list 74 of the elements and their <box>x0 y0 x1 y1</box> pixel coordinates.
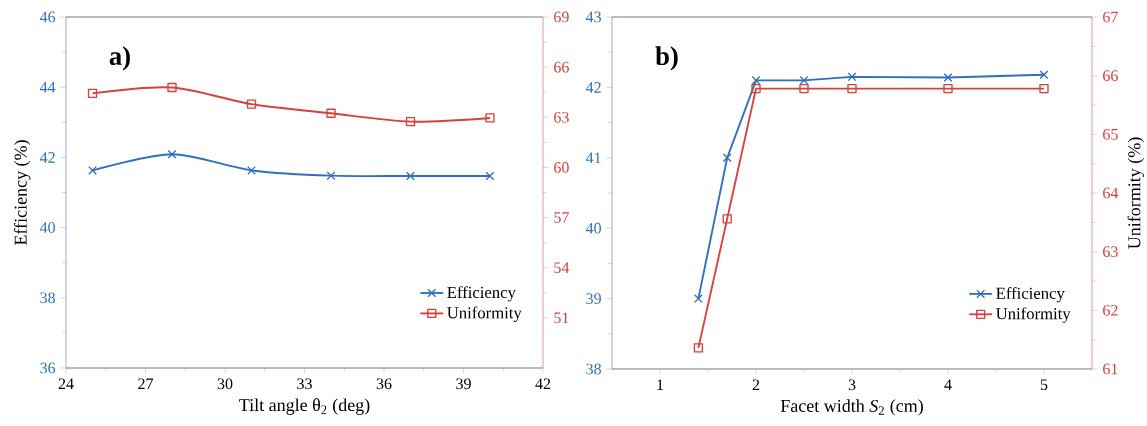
point <box>799 83 809 94</box>
point <box>246 99 257 109</box>
x-tick-label: 33 <box>297 378 312 390</box>
y-tick-label: 36 <box>40 362 56 374</box>
point <box>405 116 416 127</box>
point <box>326 171 336 181</box>
y-tick-label: 38 <box>40 292 55 304</box>
annotation: a) <box>109 46 130 71</box>
x-tick-label: 2 <box>752 379 760 390</box>
x-tick-label: 39 <box>456 378 471 390</box>
x-axis-title: Tilt angle θ$_{2}$ (deg) <box>239 398 370 415</box>
x-tick-label: 42 <box>535 378 551 389</box>
point <box>485 113 495 123</box>
y-tick-label: 42 <box>585 82 601 93</box>
legend-label: Efficiency <box>996 287 1065 303</box>
y2-tick-label: 63 <box>554 111 569 123</box>
point <box>247 165 256 175</box>
point <box>943 73 953 82</box>
y2-tick-label: 57 <box>554 212 569 223</box>
point <box>87 88 98 99</box>
y2-tick-label: 54 <box>554 262 570 274</box>
legend-label: Uniformity <box>996 307 1071 323</box>
point <box>693 343 704 353</box>
x-tick-label: 30 <box>217 378 233 390</box>
y-tick-label: 38 <box>586 363 601 375</box>
y-tick-label: 39 <box>586 293 601 304</box>
y2-axis-title: Uniformity (%) <box>1127 137 1145 249</box>
point <box>1039 70 1049 80</box>
x-tick-label: 24 <box>58 378 74 389</box>
x-tick-label: 5 <box>1040 379 1048 391</box>
y2-tick-label: 64 <box>1103 187 1119 199</box>
y2-tick-label: 61 <box>1103 363 1118 375</box>
y-tick-label: 42 <box>39 152 55 163</box>
y-tick-label: 46 <box>39 11 56 23</box>
x-tick-label: 36 <box>376 378 392 390</box>
y2-tick-label: 69 <box>554 11 569 23</box>
x-tick-label: 3 <box>848 379 856 391</box>
point <box>693 294 703 304</box>
x-tick-label: 27 <box>138 378 154 389</box>
x-axis-title: Facet width S$_{2}$ (cm) <box>780 399 923 416</box>
y-axis-title: Efficiency (%) <box>13 140 31 246</box>
y2-tick-label: 66 <box>1103 70 1118 82</box>
y-tick-label: 41 <box>585 152 601 164</box>
point <box>406 171 415 181</box>
y2-tick-label: 63 <box>1103 246 1118 258</box>
legend-label: Efficiency <box>447 286 516 302</box>
point <box>167 149 177 159</box>
point <box>485 171 495 181</box>
point <box>88 165 97 175</box>
y-tick-label: 44 <box>39 81 56 93</box>
point <box>326 108 336 118</box>
point <box>722 153 732 163</box>
x-tick-label: 4 <box>944 379 952 390</box>
y2-tick-label: 51 <box>554 312 569 324</box>
point <box>722 214 732 224</box>
point <box>799 75 809 85</box>
point <box>751 83 761 94</box>
x-tick-label: 1 <box>657 379 664 390</box>
point <box>751 75 761 85</box>
legend-label: Uniformity <box>447 306 522 322</box>
y2-tick-label: 66 <box>554 61 569 73</box>
point <box>167 82 177 93</box>
point <box>847 72 857 82</box>
y2-tick-label: 67 <box>1103 11 1118 23</box>
y-tick-label: 40 <box>585 222 601 234</box>
y2-tick-label: 62 <box>1103 304 1118 316</box>
y2-tick-label: 60 <box>554 162 569 173</box>
y-tick-label: 40 <box>39 222 55 233</box>
point <box>847 83 857 94</box>
y-tick-label: 43 <box>585 11 601 23</box>
point <box>1039 83 1049 94</box>
point <box>943 83 953 94</box>
annotation: b) <box>655 46 678 71</box>
y2-tick-label: 65 <box>1103 128 1118 140</box>
